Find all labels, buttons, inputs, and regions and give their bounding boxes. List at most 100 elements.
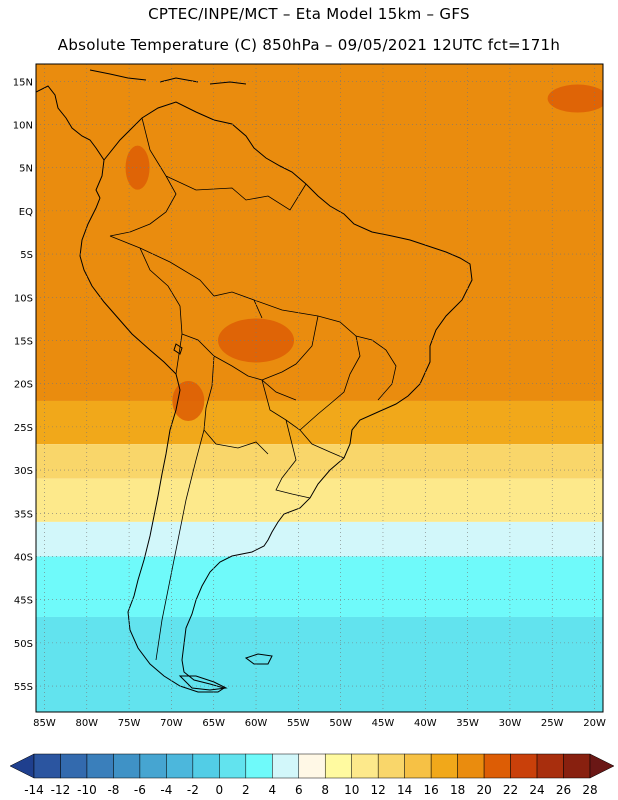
colorbar-segment — [33, 753, 61, 779]
warm-area-2 — [172, 380, 205, 421]
temperature-band-4 — [36, 521, 603, 557]
lon-label: 40W — [414, 718, 437, 729]
colorbar-segment — [377, 753, 405, 779]
colorbar-label: 4 — [268, 783, 276, 797]
lat-label: 45S — [14, 596, 33, 607]
lat-label: 10S — [14, 293, 33, 304]
colorbar-segment — [351, 753, 379, 779]
lon-label: 45W — [372, 718, 395, 729]
colorbar-segment — [298, 753, 326, 779]
lon-label: 20W — [583, 718, 606, 729]
lat-label: 35S — [14, 509, 33, 520]
colorbar-segment — [60, 753, 88, 779]
colorbar-segment — [404, 753, 432, 779]
colorbar-label: -12 — [51, 783, 71, 797]
lon-label: 25W — [541, 718, 564, 729]
map-frame — [35, 63, 604, 713]
lat-label: EQ — [19, 207, 33, 218]
colorbar-segment — [113, 753, 141, 779]
colorbar-segment — [510, 753, 538, 779]
lat-label: 5S — [20, 250, 33, 261]
colorbar-segment — [192, 753, 220, 779]
lon-label: 55W — [287, 718, 310, 729]
temperature-map: 15N 10N 5N EQ 5S 10S 15S 20S 25S 30S 35S 40S 45S 50S 5… — [13, 63, 606, 729]
central-america-coastline — [36, 85, 105, 199]
lon-label: 70W — [160, 718, 183, 729]
latitude-labels: 15N 10N 5N EQ 5S 10S 15S 20S 25S 30S 35S 40S 45S 50S 5… — [13, 77, 33, 693]
colorbar-label: 6 — [295, 783, 303, 797]
colorbar-label: -6 — [134, 783, 146, 797]
lat-label: 40S — [14, 552, 33, 563]
colorbar-segment — [457, 753, 485, 779]
tierra-del-fuego — [178, 675, 228, 691]
colorbar-label: -8 — [107, 783, 119, 797]
colorbar-max-arrow — [589, 753, 615, 779]
colorbar-segment — [166, 753, 194, 779]
colorbar-label: 2 — [242, 783, 250, 797]
colorbar-min-arrow — [9, 753, 35, 779]
lat-label: 5N — [19, 164, 33, 175]
colorbar-label: -10 — [77, 783, 97, 797]
lon-label: 50W — [329, 718, 352, 729]
colorbar-label: 26 — [556, 783, 571, 797]
south-america-coastline — [79, 101, 473, 693]
cuba-hispaniola-coastline — [89, 69, 247, 85]
warm-area-1 — [547, 84, 603, 113]
colorbar-segment — [139, 753, 167, 779]
lat-label: 15S — [14, 336, 33, 347]
colorbar-labels: -14 -12 -10 -8 -6 -4 -2 0 2 4 6 8 10 12 14 16 18 20 22 24 26… — [24, 783, 597, 797]
colorbar-segment — [483, 753, 511, 779]
colorbar-segment — [324, 753, 352, 779]
colorbar-segment — [219, 753, 247, 779]
lat-label: 50S — [14, 639, 33, 650]
lat-label: 30S — [14, 466, 33, 477]
temperature-band-5 — [36, 556, 603, 617]
lon-label: 80W — [75, 718, 98, 729]
colorbar-label: 20 — [476, 783, 491, 797]
title-line-2: Absolute Temperature (C) 850hPa – 09/05/… — [57, 36, 561, 54]
lat-label: 10N — [13, 120, 33, 131]
colorbar-segment — [430, 753, 458, 779]
colorbar-label: 28 — [582, 783, 597, 797]
warm-area-3 — [125, 145, 150, 190]
falkland-islands — [244, 653, 273, 665]
title-line-1: CPTEC/INPE/MCT – Eta Model 15km – GFS — [148, 5, 470, 23]
colorbar-segments — [9, 753, 615, 779]
lat-label: 20S — [14, 380, 33, 391]
colorbar-label: 14 — [397, 783, 412, 797]
colorbar-segment — [272, 753, 300, 779]
colorbar-segment — [536, 753, 564, 779]
lat-label: 25S — [14, 423, 33, 434]
lon-label: 65W — [202, 718, 225, 729]
temperature-band-1 — [36, 400, 603, 445]
lon-label: 75W — [118, 718, 141, 729]
colorbar-segment — [86, 753, 114, 779]
lat-label: 15N — [13, 77, 33, 88]
lon-label: 85W — [33, 718, 56, 729]
colorbar-label: 18 — [450, 783, 465, 797]
colorbar-label: -14 — [24, 783, 44, 797]
colorbar-segment — [245, 753, 273, 779]
lat-lon-grid — [36, 64, 603, 712]
lon-label: 60W — [245, 718, 268, 729]
temperature-band-3 — [36, 478, 603, 522]
colorbar-label: 22 — [503, 783, 518, 797]
colorbar-label: 12 — [371, 783, 386, 797]
colorbar-label: 16 — [424, 783, 439, 797]
temperature-band-6 — [36, 616, 603, 712]
longitude-labels: 85W 80W 75W 70W 65W 60W 55W 50W 45W 40W 35W 30W 25W 2… — [33, 718, 606, 729]
temperature-band-0 — [36, 64, 603, 401]
colorbar-segment — [563, 753, 591, 779]
lat-label: 55S — [14, 682, 33, 693]
colorbar-label: -4 — [160, 783, 172, 797]
colorbar-label: 24 — [529, 783, 544, 797]
temperature-band-2 — [36, 444, 603, 479]
colorbar-label: -2 — [187, 783, 199, 797]
lake-titicaca — [173, 343, 183, 355]
coastline-layer — [36, 69, 473, 693]
colorbar-label: 8 — [321, 783, 329, 797]
country-borders — [109, 117, 397, 661]
lon-label: 30W — [499, 718, 522, 729]
colorbar-label: 10 — [344, 783, 359, 797]
temperature-field — [36, 64, 603, 712]
